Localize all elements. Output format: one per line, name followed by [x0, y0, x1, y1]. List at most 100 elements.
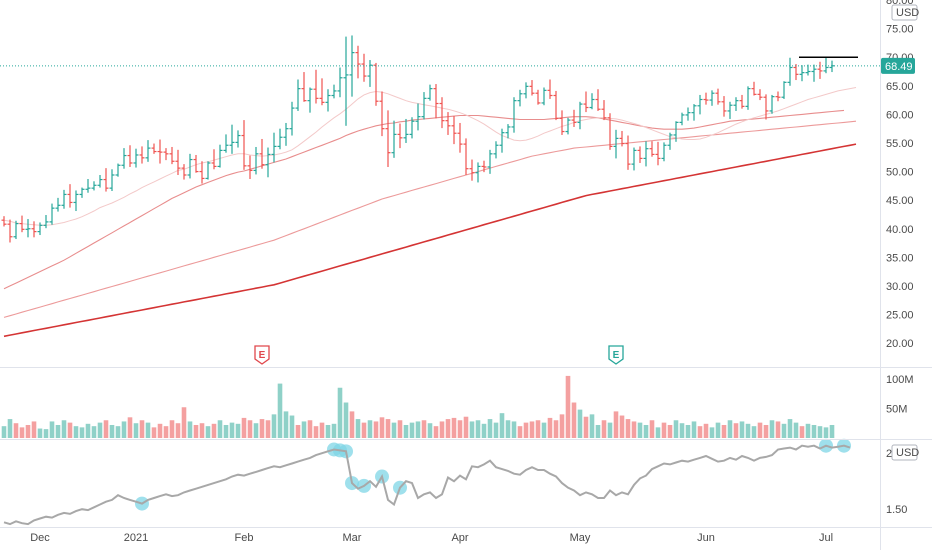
ohlc-bar[interactable] — [409, 117, 415, 139]
ohlc-bar[interactable] — [607, 113, 613, 150]
ohlc-bar[interactable] — [205, 161, 211, 180]
ohlc-bar[interactable] — [733, 97, 739, 111]
ohlc-bar[interactable] — [523, 82, 529, 99]
ohlc-bar[interactable] — [193, 154, 199, 173]
ohlc-bar[interactable] — [97, 174, 103, 188]
ohlc-bar[interactable] — [181, 164, 187, 180]
ohlc-bar[interactable] — [775, 91, 781, 102]
ohlc-bar[interactable] — [247, 155, 253, 179]
ohlc-bar[interactable] — [355, 45, 361, 79]
ohlc-bar[interactable] — [673, 121, 679, 142]
ohlc-bar[interactable] — [67, 184, 73, 208]
ohlc-bar[interactable] — [79, 187, 85, 198]
ohlc-bar[interactable] — [439, 97, 445, 129]
ohlc-bar[interactable] — [91, 181, 97, 191]
ohlc-bar[interactable] — [217, 144, 223, 168]
ohlc-bar[interactable] — [493, 141, 499, 159]
ohlc-bar[interactable] — [805, 64, 811, 76]
ohlc-bar[interactable] — [55, 197, 61, 212]
ohlc-bar[interactable] — [115, 163, 121, 177]
ohlc-bar[interactable] — [229, 124, 235, 154]
ohlc-bar[interactable] — [331, 84, 337, 99]
volume-pane[interactable] — [1, 375, 835, 438]
ohlc-bar[interactable] — [307, 87, 313, 113]
ohlc-bar[interactable] — [745, 86, 751, 110]
ohlc-bar[interactable] — [415, 103, 421, 131]
ohlc-bar[interactable] — [781, 81, 787, 99]
ohlc-bar[interactable] — [343, 36, 349, 126]
ohlc-bar[interactable] — [367, 60, 373, 87]
ohlc-bar[interactable] — [13, 220, 19, 240]
ohlc-bar[interactable] — [463, 138, 469, 175]
ohlc-bar[interactable] — [295, 79, 301, 111]
ohlc-bar[interactable] — [1, 216, 7, 227]
ohlc-bar[interactable] — [403, 118, 409, 143]
ohlc-bar[interactable] — [793, 64, 799, 81]
ohlc-bar[interactable] — [175, 149, 181, 175]
ohlc-bar[interactable] — [211, 149, 217, 170]
ohlc-bar[interactable] — [661, 142, 667, 162]
ohlc-bar[interactable] — [649, 141, 655, 157]
earnings-marker[interactable]: E — [254, 345, 270, 365]
ohlc-bar[interactable] — [487, 149, 493, 174]
ohlc-bar[interactable] — [559, 110, 565, 135]
ohlc-bar[interactable] — [517, 89, 523, 107]
ohlc-bar[interactable] — [373, 62, 379, 106]
ohlc-bar[interactable] — [601, 100, 607, 121]
ohlc-bar[interactable] — [31, 221, 37, 238]
ohlc-bar[interactable] — [133, 148, 139, 168]
currency-badge[interactable] — [891, 4, 918, 21]
ohlc-bar[interactable] — [169, 146, 175, 165]
ohlc-bar[interactable] — [709, 90, 715, 106]
ohlc-bar[interactable] — [187, 153, 193, 179]
ohlc-bar[interactable] — [391, 120, 397, 158]
ohlc-bar[interactable] — [505, 124, 511, 139]
ohlc-bar[interactable] — [697, 94, 703, 115]
ohlc-bar[interactable] — [325, 89, 331, 112]
ohlc-bar[interactable] — [265, 147, 271, 178]
ohlc-bar[interactable] — [25, 219, 31, 238]
ohlc-bar[interactable] — [73, 190, 79, 212]
ohlc-bar[interactable] — [457, 122, 463, 153]
ohlc-bar[interactable] — [253, 146, 259, 175]
ohlc-bar[interactable] — [535, 89, 541, 105]
ohlc-bar[interactable] — [271, 132, 277, 163]
ohlc-bar[interactable] — [721, 96, 727, 117]
ohlc-bar[interactable] — [139, 146, 145, 164]
ohlc-bar[interactable] — [499, 128, 505, 153]
ohlc-bar[interactable] — [109, 169, 115, 192]
ohlc-bar[interactable] — [421, 92, 427, 120]
ohlc-bar[interactable] — [565, 117, 571, 135]
ohlc-bar[interactable] — [703, 92, 709, 105]
ohlc-bar[interactable] — [127, 145, 133, 167]
ohlc-bar[interactable] — [763, 94, 769, 120]
ohlc-bar[interactable] — [37, 222, 43, 236]
ohlc-bar[interactable] — [691, 104, 697, 121]
ohlc-bar[interactable] — [385, 110, 391, 167]
ohlc-bar[interactable] — [223, 134, 229, 153]
ohlc-bar[interactable] — [103, 168, 109, 192]
ohlc-bar[interactable] — [445, 112, 451, 135]
ohlc-bar[interactable] — [121, 148, 127, 169]
ohlc-bar[interactable] — [337, 67, 343, 98]
ohlc-bar[interactable] — [547, 79, 553, 99]
ohlc-bar[interactable] — [235, 130, 241, 148]
ohlc-bar[interactable] — [451, 116, 457, 145]
ohlc-bar[interactable] — [637, 146, 643, 163]
ohlc-bar[interactable] — [571, 109, 577, 127]
ohlc-bar[interactable] — [595, 89, 601, 111]
ohlc-bar[interactable] — [199, 161, 205, 184]
ohlc-bar[interactable] — [43, 215, 49, 229]
ohlc-bar[interactable] — [277, 128, 283, 150]
ohlc-bar[interactable] — [631, 147, 637, 171]
ohlc-bar[interactable] — [625, 135, 631, 170]
ohlc-bar[interactable] — [679, 112, 685, 126]
ohlc-bar[interactable] — [685, 107, 691, 121]
ohlc-bar[interactable] — [529, 80, 535, 96]
ohlc-bar[interactable] — [739, 94, 745, 109]
ohlc-bar[interactable] — [157, 139, 163, 164]
ohlc-bar[interactable] — [19, 215, 25, 233]
ohlc-bar[interactable] — [319, 78, 325, 106]
ohlc-bar[interactable] — [241, 120, 247, 170]
ohlc-bar[interactable] — [397, 123, 403, 149]
